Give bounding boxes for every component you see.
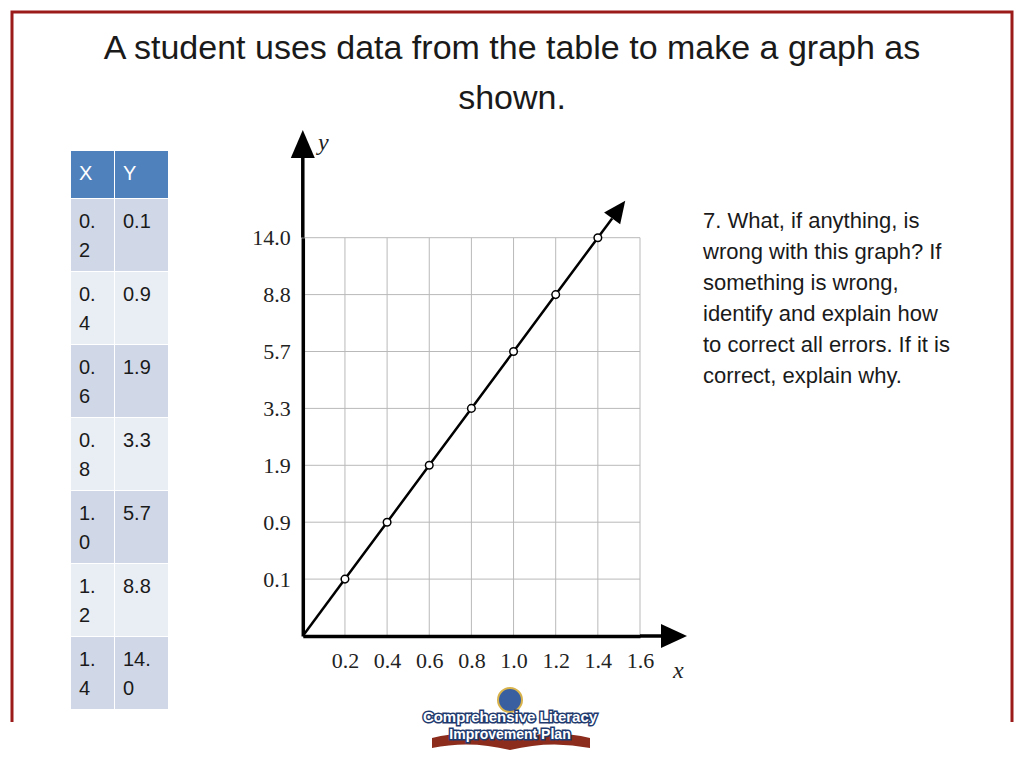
table-cell: 1.2 <box>71 564 115 637</box>
slide-frame <box>12 12 1012 722</box>
x-tick-label: 1.6 <box>627 648 655 673</box>
y-tick: 1.9 <box>263 453 303 478</box>
y-axis-line <box>302 238 306 636</box>
table-cell: 8.8 <box>115 564 169 637</box>
y-tick-label: 14.0 <box>252 225 291 250</box>
x-grid-line <box>640 238 641 636</box>
y-tick: 0.1 <box>263 567 303 592</box>
x-tick-label: 0.2 <box>332 648 360 673</box>
x-grid-line <box>597 238 598 636</box>
y-tick-label: 0.1 <box>263 567 291 592</box>
table-row: 1.05.7 <box>71 491 169 564</box>
x-tick-label: 0.6 <box>416 648 444 673</box>
x-grid-line <box>471 238 472 636</box>
logo-text: Improvement Plan <box>449 726 570 742</box>
x-tick: 0.2 <box>332 636 360 673</box>
x-tick: 0.8 <box>458 636 486 673</box>
slide: {"title": "A student uses data from the … <box>0 0 1024 768</box>
x-axis: 0.2 0.4 0.6 0.8 1.0 1.2 1.4 1.6 <box>303 636 654 673</box>
line-arrow <box>600 201 625 235</box>
y-tick: 0.9 <box>263 510 303 535</box>
y-grid-line <box>303 351 640 352</box>
data-point <box>552 291 560 299</box>
y-tick: 5.7 <box>263 339 303 364</box>
y-tick-label: 0.9 <box>263 510 291 535</box>
table-cell: 1.4 <box>71 637 115 710</box>
x-tick-label: 1.4 <box>585 648 613 673</box>
table-header-cell: X <box>71 151 115 199</box>
line-lead-in <box>303 579 345 636</box>
x-tick-label: 1.0 <box>500 648 528 673</box>
x-tick: 0.6 <box>416 636 444 673</box>
question: 7. What, if anything, is wrong with this… <box>703 205 953 391</box>
y-grid-line <box>303 579 640 580</box>
x-tick: 1.2 <box>542 636 570 673</box>
data-table: XY 0.20.10.40.90.61.90.83.31.05.71.28.81… <box>70 150 169 710</box>
logo: Comprehensive LiteracyImprovement Plan <box>423 688 598 750</box>
x-tick-label: 0.8 <box>458 648 486 673</box>
table-row: 0.61.9 <box>71 345 169 418</box>
y-grid-line <box>303 294 640 295</box>
y-axis-arrowhead <box>291 130 315 158</box>
x-axis-line <box>303 635 640 639</box>
x-grid-line <box>429 238 430 636</box>
data-point <box>341 575 349 583</box>
table-cell: 5.7 <box>115 491 169 564</box>
x-grid-line <box>513 238 514 636</box>
table-cell: 0.6 <box>71 345 115 418</box>
data-line <box>345 238 598 579</box>
x-tick: 1.6 <box>627 636 655 673</box>
y-grid-line <box>303 522 640 523</box>
table-row: 1.414.0 <box>71 637 169 710</box>
table-cell: 0.9 <box>115 272 169 345</box>
y-tick-label: 8.8 <box>263 282 291 307</box>
logo-text: Comprehensive Literacy <box>423 708 598 725</box>
table-cell: 0.4 <box>71 272 115 345</box>
data-point <box>510 348 518 356</box>
y-tick: 3.3 <box>263 396 303 421</box>
x-tick: 1.4 <box>585 636 613 673</box>
line-arrow-head <box>604 201 625 225</box>
x-tick: 0.4 <box>374 636 402 673</box>
data-point <box>383 518 391 526</box>
y-axis: 0.1 0.9 1.9 3.3 5.7 8.8 14.0 <box>252 225 303 636</box>
data-point <box>425 462 433 470</box>
table-cell: 0.8 <box>71 418 115 491</box>
chart: 0.20.40.60.81.01.21.41.60.10.91.93.35.78… <box>0 0 1024 768</box>
table-row: 0.40.9 <box>71 272 169 345</box>
table-row: 0.83.3 <box>71 418 169 491</box>
x-tick-label: 0.4 <box>374 648 402 673</box>
y-axis-extension <box>301 155 305 238</box>
y-tick: 14.0 <box>252 225 303 250</box>
y-tick-label: 3.3 <box>263 396 291 421</box>
table-row: 1.28.8 <box>71 564 169 637</box>
axis-arrows <box>291 130 687 648</box>
x-axis-arrowhead <box>661 624 687 648</box>
y-axis-title: y <box>316 129 329 155</box>
table-cell: 14.0 <box>115 637 169 710</box>
data-point <box>594 234 602 242</box>
y-tick-label: 5.7 <box>263 339 291 364</box>
table-row: 0.20.1 <box>71 199 169 272</box>
grid <box>303 238 640 636</box>
frame-border <box>12 12 1012 722</box>
table-cell: 1.0 <box>71 491 115 564</box>
x-axis-title: x <box>672 657 684 683</box>
x-grid-line <box>387 238 388 636</box>
table-cell: 3.3 <box>115 418 169 491</box>
x-tick-label: 1.2 <box>542 648 570 673</box>
table-cell: 1.9 <box>115 345 169 418</box>
y-grid-line <box>303 465 640 466</box>
table-header-cell: Y <box>115 151 169 199</box>
title: A student uses data from the table to ma… <box>60 22 964 122</box>
data-point <box>468 405 476 413</box>
y-tick: 8.8 <box>263 282 303 307</box>
table-cell: 0.1 <box>115 199 169 272</box>
y-tick-label: 1.9 <box>263 453 291 478</box>
plot-area <box>303 234 602 636</box>
y-grid-line <box>303 237 640 238</box>
table-cell: 0.2 <box>71 199 115 272</box>
x-tick: 1.0 <box>500 636 528 673</box>
line-arrow-shaft <box>600 218 612 234</box>
